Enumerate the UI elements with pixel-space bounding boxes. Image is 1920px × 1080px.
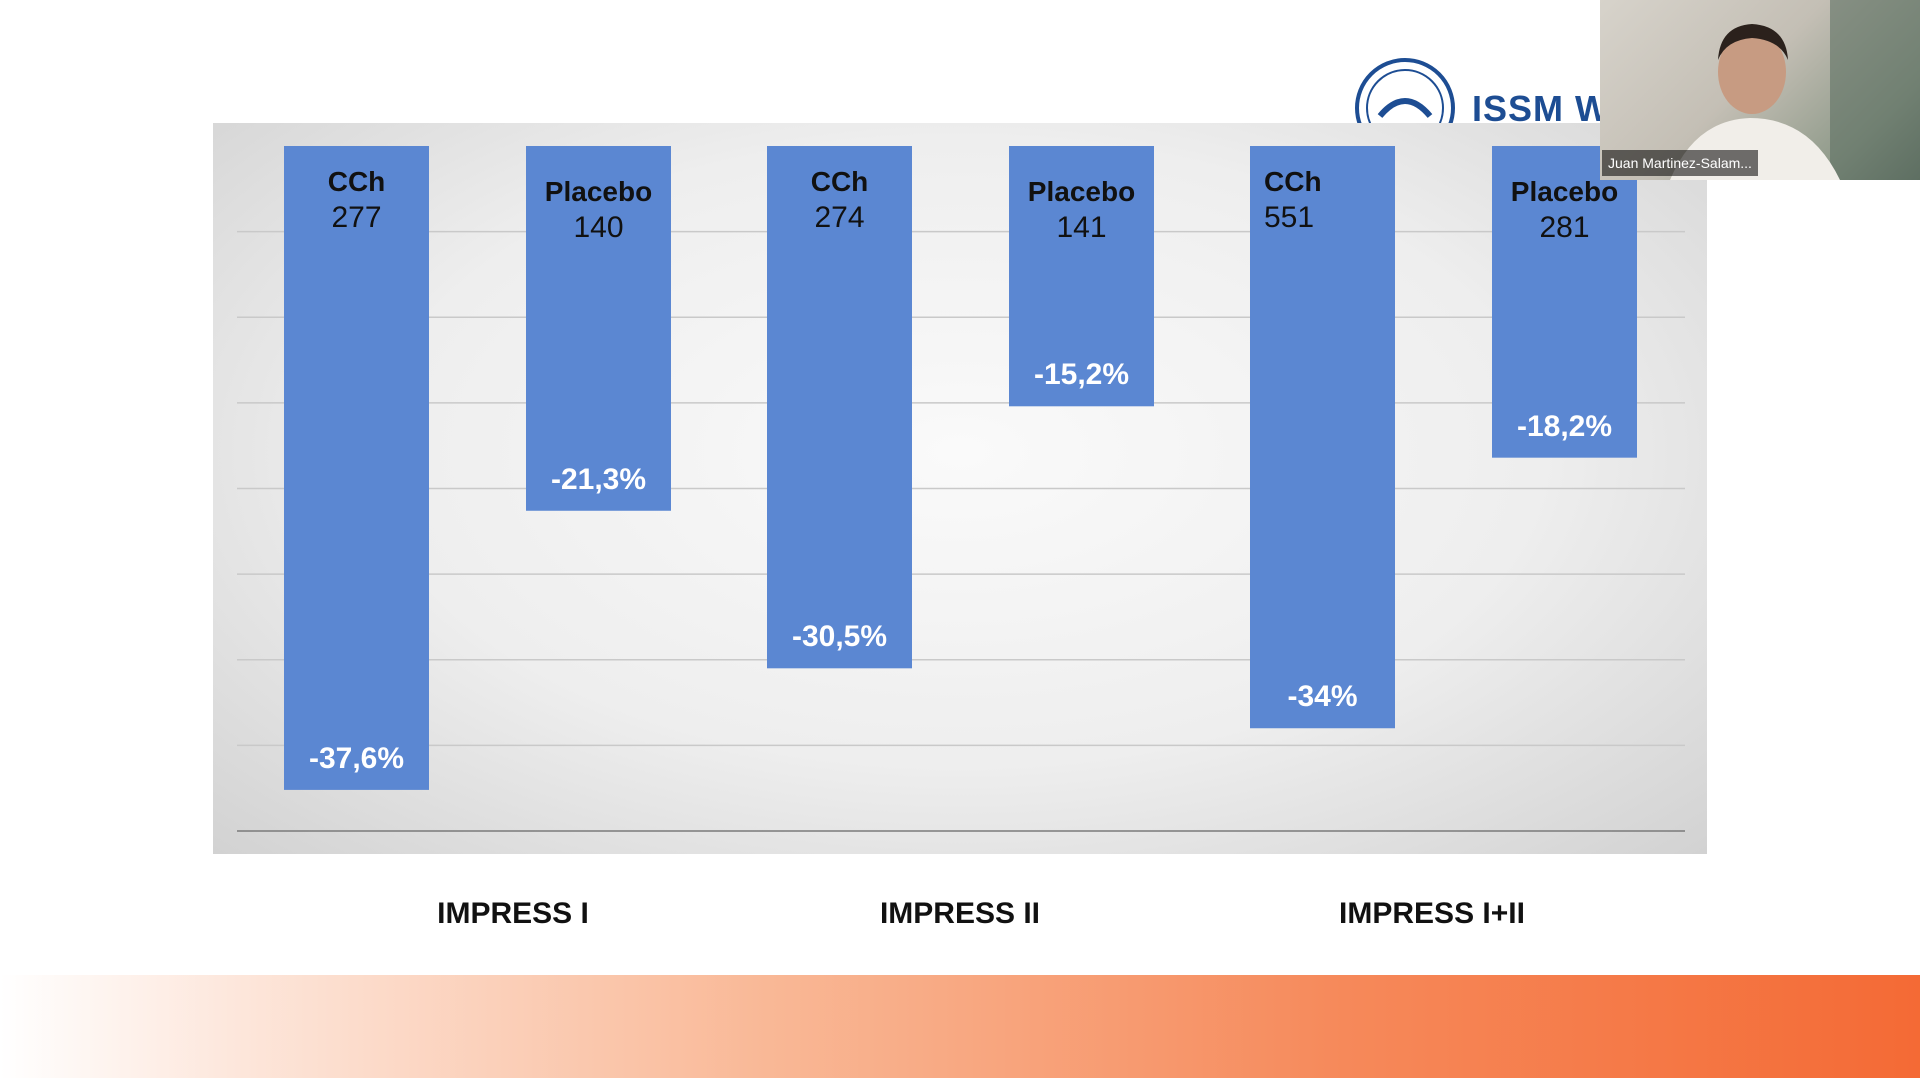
footer-band-edge xyxy=(0,1078,1920,1080)
data-label-placebo-1: -21,3% xyxy=(550,462,647,496)
data-label-cch-2: -30,5% xyxy=(791,620,888,654)
data-label-placebo-3: -18,2% xyxy=(1516,409,1613,443)
series-name-label: Placebo xyxy=(544,176,653,207)
series-name-label: CCh xyxy=(327,166,386,197)
sample-size-label: 551 xyxy=(1264,201,1315,234)
grid-layer xyxy=(237,230,1685,832)
series-name-label: CCh xyxy=(1264,166,1322,197)
person-icon xyxy=(1670,0,1920,180)
category-label-3: IMPRESS I+II xyxy=(1339,897,1525,930)
bar-header-placebo-1: Placebo 140 xyxy=(526,174,671,247)
sample-size-label: 281 xyxy=(1539,211,1590,244)
bar-placebo-2 xyxy=(1009,146,1154,407)
issm-seal-icon xyxy=(1355,58,1455,158)
logo-text: ISSM W xyxy=(1472,88,1610,129)
series-name-label: CCh xyxy=(810,166,869,197)
webcam-feed: Juan Martinez-Salam... xyxy=(1600,0,1920,180)
category-label-1: IMPRESS I xyxy=(437,897,589,930)
sample-size-label: 277 xyxy=(331,201,382,234)
data-label-placebo-2: -15,2% xyxy=(1033,358,1130,392)
bar-cch-1 xyxy=(284,146,429,790)
footer-band xyxy=(0,975,1920,1080)
series-name-label: Placebo xyxy=(1510,176,1619,207)
bar-cch-2 xyxy=(767,146,912,669)
bar-header-placebo-3: Placebo 281 xyxy=(1492,174,1637,247)
bar-placebo-1 xyxy=(526,146,671,511)
bar-placebo-3 xyxy=(1492,146,1637,458)
sample-size-label: 274 xyxy=(814,201,865,234)
series-name-label: Placebo xyxy=(1027,176,1136,207)
sample-size-label: 141 xyxy=(1056,211,1107,244)
bar-layer xyxy=(284,146,1637,790)
data-label-cch-3: -34% xyxy=(1287,680,1358,714)
bar-cch-3 xyxy=(1250,146,1395,729)
data-label-cch-1: -37,6% xyxy=(308,741,405,775)
bar-header-cch-1: CCh 277 xyxy=(284,164,429,237)
bar-header-cch-3: CCh 551 xyxy=(1250,164,1395,237)
bar-header-cch-2: CCh 274 xyxy=(767,164,912,237)
bar-chart xyxy=(237,146,1685,832)
bar-header-placebo-2: Placebo 141 xyxy=(1009,174,1154,247)
category-label-2: IMPRESS II xyxy=(879,897,1041,930)
participant-name: Juan Martinez-Salam... xyxy=(1602,150,1758,176)
sample-size-label: 140 xyxy=(573,211,624,244)
chart-panel: CCh 277 -37,6% Placebo 140 -21,3% CCh 274 -30,5%… xyxy=(213,123,1707,854)
